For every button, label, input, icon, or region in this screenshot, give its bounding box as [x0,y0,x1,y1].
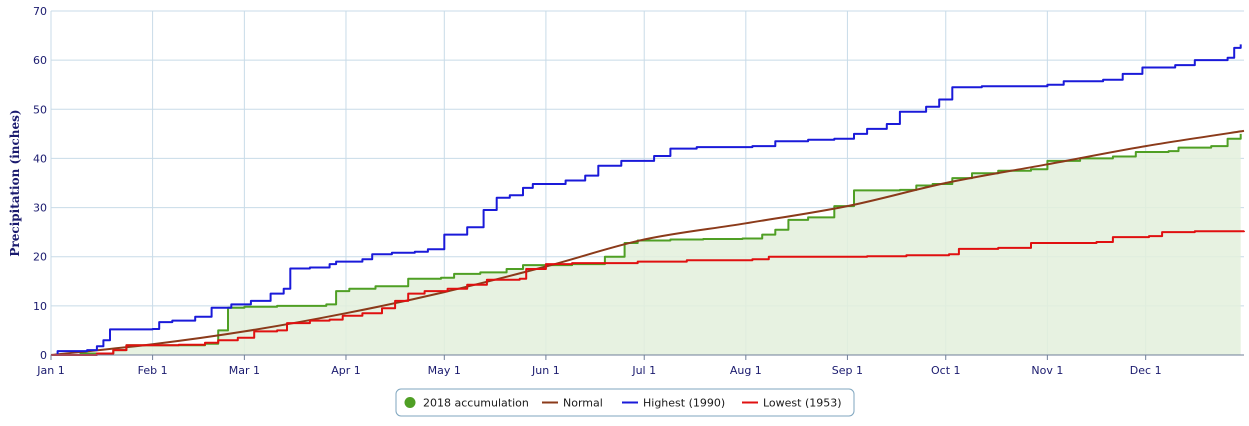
y-tick-label: 50 [33,103,47,116]
axes [50,354,1244,360]
series-lines [50,44,1245,356]
y-axis-label: Precipitation (inches) [8,109,22,256]
y-tick-label: 70 [33,5,47,18]
y-tick-label: 40 [33,152,47,165]
y-tick-label: 60 [33,54,47,67]
legend: 2018 accumulation Normal Highest (1990) Low… [395,388,855,417]
x-tick-label: Feb 1 [138,364,168,377]
series-area-fill [51,133,1241,355]
legend-item-label[interactable]: Normal [563,397,603,410]
x-tick-label: Oct 1 [931,364,961,377]
y-tick-label: 30 [33,202,47,215]
x-tick-label: May 1 [428,364,461,377]
legend-item-label[interactable]: Highest (1990) [643,397,725,410]
x-tick-label: Nov 1 [1031,364,1063,377]
x-tick-label: Mar 1 [229,364,260,377]
legend-marker [404,397,416,408]
legend-item-label[interactable]: 2018 accumulation [423,397,529,410]
x-tick-label: Jun 1 [531,364,560,377]
x-tick-label: Jul 1 [631,364,656,377]
area-fill [51,133,1241,355]
series-line-2018-accumulation[interactable] [51,133,1242,356]
legend-item-label[interactable]: Lowest (1953) [763,397,842,410]
y-tick-label: 0 [40,349,47,362]
x-tick-label: Sep 1 [832,364,863,377]
x-tick-label: Jan 1 [36,364,64,377]
x-tick-label: Apr 1 [331,364,361,377]
y-tick-label: 10 [33,300,47,313]
y-tick-label: 20 [33,251,47,264]
x-tick-label: Aug 1 [730,364,762,377]
series-line-highest-1990[interactable] [51,44,1242,356]
tick-labels: 0 10 20 30 40 50 60 70 Jan 1 Feb 1 Mar 1 Apr 1 May 1… [33,5,1162,377]
series-line-normal[interactable] [50,129,1245,356]
x-tick-label: Dec 1 [1130,364,1162,377]
series-line-lowest-1953[interactable] [51,230,1245,356]
